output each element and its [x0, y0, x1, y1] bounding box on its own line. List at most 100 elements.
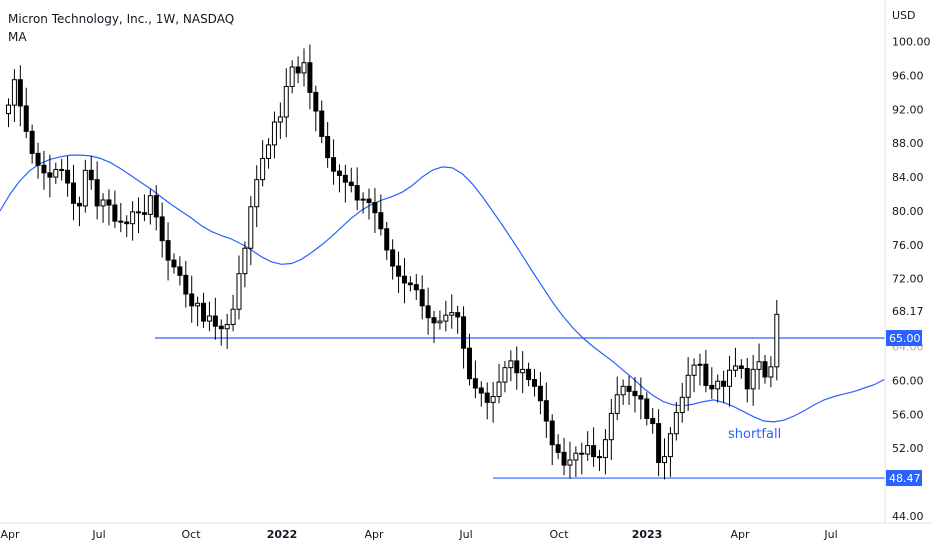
candle-body-up [260, 157, 266, 181]
candle [396, 251, 402, 294]
candle-body-down [425, 305, 431, 319]
candle [425, 287, 431, 335]
badge-label: 65.00 [889, 332, 921, 345]
candle [591, 427, 597, 467]
candle [638, 377, 644, 420]
candle [543, 382, 549, 438]
y-tick-label: 56.00 [892, 408, 924, 421]
shortfall-annotation: shortfall [728, 427, 781, 442]
candle [35, 142, 41, 179]
candle-body-down [165, 240, 171, 261]
candle [242, 241, 248, 288]
candle [697, 353, 703, 386]
candle-body-down [218, 325, 224, 330]
candle-body-down [721, 380, 727, 387]
candle-body-down [94, 179, 100, 207]
candle-body-up [567, 459, 573, 466]
candle [59, 158, 65, 181]
candle [236, 255, 242, 320]
candle-body-up [53, 168, 59, 178]
candle-body-up [502, 367, 508, 383]
candle-body-down [431, 317, 437, 324]
candle-body-down [461, 316, 467, 349]
candle [260, 140, 266, 187]
candle [266, 138, 272, 169]
candle [254, 165, 260, 228]
candle-body-up [289, 66, 295, 87]
candle-body-up [147, 195, 153, 215]
price-axis-background[interactable] [885, 0, 932, 523]
candle [307, 44, 313, 110]
candle [230, 294, 236, 332]
candle [579, 442, 585, 475]
candle [271, 111, 277, 159]
candle-body-down [159, 216, 165, 242]
candle [171, 253, 177, 274]
candle-body-up [277, 116, 283, 123]
candle [626, 375, 632, 405]
badge-background [886, 330, 922, 347]
x-tick-label: Jul [458, 528, 472, 541]
candle [23, 87, 29, 139]
candle [313, 85, 319, 132]
candle-body-up [602, 439, 608, 458]
candle [673, 401, 679, 441]
candle-body-up [768, 366, 774, 378]
candle-body-down [201, 302, 207, 322]
y-tick-label: 88.00 [892, 137, 924, 150]
candle [6, 98, 11, 128]
candle-body-down [136, 211, 142, 214]
candle-body-down [325, 135, 331, 159]
candle-body-down [23, 105, 29, 132]
currency-label: USD [892, 9, 916, 22]
candle [354, 167, 360, 211]
candle [738, 359, 744, 379]
candle [195, 296, 201, 327]
candle [189, 275, 195, 323]
candle [650, 407, 656, 434]
candle [407, 276, 413, 292]
candle-body-down [650, 417, 656, 425]
candle [401, 257, 407, 304]
candle-body-up [685, 374, 691, 398]
candle-body-up [614, 394, 620, 414]
candle-body-down [124, 221, 130, 225]
candle-body-down [65, 169, 71, 184]
candle [632, 376, 638, 413]
candle-body-down [76, 202, 82, 207]
candle [585, 431, 591, 461]
y-tick-label: 60.00 [892, 374, 924, 387]
candle [496, 363, 502, 404]
candle [384, 221, 390, 261]
candle [212, 297, 218, 340]
candle [106, 189, 112, 226]
candle [531, 368, 537, 397]
candle [76, 196, 82, 227]
candle [472, 360, 478, 399]
candle [508, 350, 514, 382]
y-tick-label: 72.00 [892, 273, 924, 286]
candle [608, 399, 614, 460]
candle [147, 188, 153, 225]
candle-body-up [490, 395, 496, 403]
candle [549, 414, 555, 466]
indicator-label[interactable]: MA [8, 30, 27, 44]
candle-body-down [478, 387, 484, 394]
y-tick-label: 44.00 [892, 510, 924, 523]
candle-body-down [597, 456, 602, 459]
candle-body-up [6, 104, 11, 115]
candle [141, 194, 147, 222]
candle [614, 376, 620, 421]
candle [620, 379, 626, 405]
candle [342, 164, 348, 203]
candle [520, 351, 526, 394]
candle [484, 382, 490, 420]
candle [289, 60, 295, 94]
level-price-badge: 65.00 [886, 330, 922, 347]
candle-body-down [638, 395, 644, 400]
candle-body-down [342, 174, 348, 183]
candle-body-down [29, 130, 35, 154]
candle [413, 274, 419, 300]
candle-body-down [472, 378, 478, 389]
